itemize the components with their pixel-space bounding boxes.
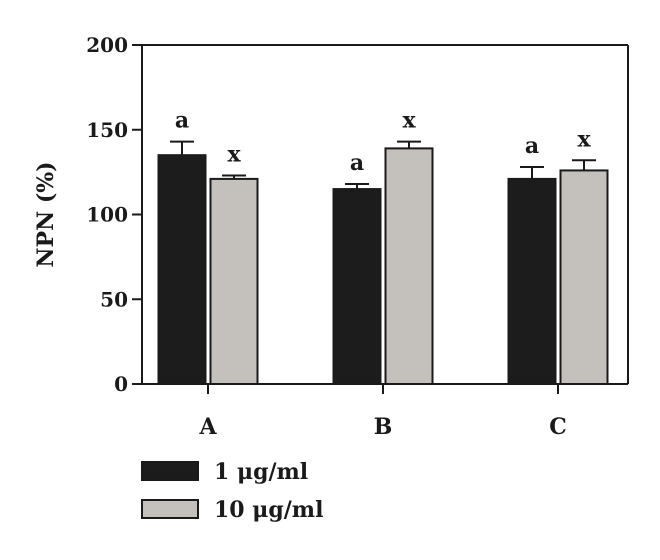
legend-swatch-series-1 bbox=[141, 461, 199, 481]
axes: 0 50 100 150 200 NPN (%) A B C bbox=[33, 33, 629, 440]
bar-B-series-2 bbox=[384, 147, 434, 385]
y-tick-label: 50 bbox=[100, 287, 128, 311]
bars: a x a x a x bbox=[157, 108, 609, 385]
significance-label: a bbox=[350, 150, 364, 176]
y-axis-label: NPN (%) bbox=[33, 161, 59, 267]
legend-label-series-2: 10 μg/ml bbox=[214, 497, 323, 523]
bar-A-series-2 bbox=[209, 177, 259, 385]
significance-label: x bbox=[402, 108, 416, 134]
x-category-label: B bbox=[374, 414, 393, 440]
significance-label: x bbox=[577, 126, 591, 152]
significance-label: a bbox=[525, 133, 539, 159]
y-tick-label: 100 bbox=[86, 203, 128, 227]
significance-label: x bbox=[227, 142, 241, 168]
legend-label-series-1: 1 μg/ml bbox=[214, 459, 308, 485]
legend-swatch-series-2 bbox=[141, 499, 199, 519]
legend: 1 μg/ml 10 μg/ml bbox=[141, 459, 323, 523]
bar-B-series-1 bbox=[332, 188, 382, 385]
y-tick-label: 200 bbox=[86, 33, 128, 57]
y-tick-label: 150 bbox=[86, 118, 128, 142]
significance-label: a bbox=[175, 108, 189, 134]
bar-C-series-2 bbox=[559, 169, 609, 385]
bar-A-series-1 bbox=[157, 154, 207, 385]
bar-C-series-1 bbox=[507, 177, 557, 385]
y-tick-label: 0 bbox=[114, 372, 128, 396]
x-category-label: C bbox=[549, 414, 567, 440]
x-category-label: A bbox=[198, 414, 217, 440]
